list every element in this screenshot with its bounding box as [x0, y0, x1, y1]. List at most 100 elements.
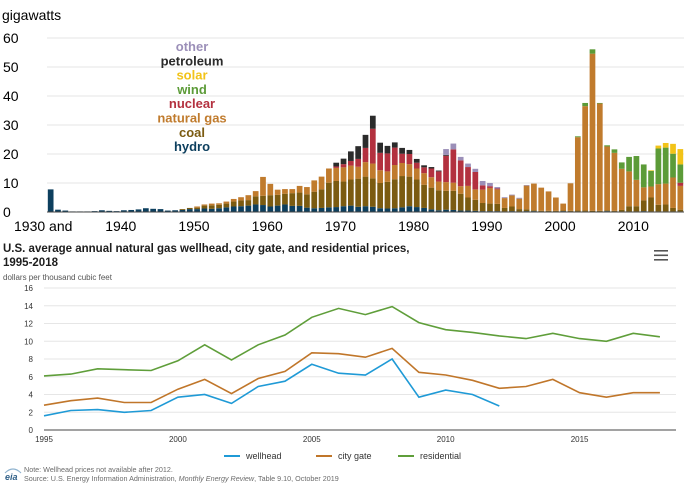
bar-coal-2000: [560, 210, 567, 212]
bar-other-1987: [465, 163, 471, 168]
series-line-residential: [43, 305, 661, 377]
bar-coal-2004: [589, 210, 596, 212]
bar-coal-1989: [479, 203, 486, 212]
bar-hydro-1975: [377, 208, 383, 212]
bar-natural-gas-1988: [472, 189, 479, 200]
bar-natural-gas-1994: [516, 198, 523, 210]
bar-hydro-1959: [260, 205, 266, 212]
bar-coal-1993: [509, 206, 515, 212]
bar-nuclear-1972: [355, 158, 362, 167]
bar-hydro-1968: [326, 207, 332, 212]
y-tick-label: 4: [29, 391, 34, 400]
bar-nuclear-1991: [494, 188, 501, 190]
capacity-bar-chart: 0 10 20 30 40 50 60 1930 and 1940 1950 1960 1970 198…: [2, 7, 684, 234]
bar-natural-gas-1971: [348, 165, 354, 180]
bar-natural-gas-1968: [326, 168, 332, 183]
bar-natural-gas-1954: [223, 201, 230, 204]
x-tick-label: 2010: [618, 218, 649, 234]
bar-hydro-1971: [348, 205, 354, 212]
bar-coal-1954: [223, 203, 230, 208]
bar-coal-1960: [267, 195, 274, 207]
bar-hydro-1985: [450, 209, 457, 212]
bar-natural-gas-2004: [589, 53, 596, 211]
bar-natural-gas-1997: [538, 187, 545, 211]
svg-text:eia: eia: [5, 472, 18, 482]
bar-natural-gas-1972: [355, 166, 362, 179]
bar-natural-gas-1993: [509, 195, 515, 207]
bar-coal-2015: [670, 207, 676, 212]
bar-coal-1969: [333, 180, 340, 208]
bar-coal-1976: [384, 181, 391, 209]
bar-natural-gas-1983: [435, 181, 442, 191]
bar-petroleum-1984: [443, 154, 449, 156]
bar-natural-gas-2010: [633, 179, 640, 207]
bar-hydro-1958: [252, 204, 259, 212]
bar-coal-1981: [421, 184, 427, 208]
x-tick-label: 1960: [252, 218, 283, 234]
bar-petroleum-1975: [377, 142, 383, 153]
bar-coal-1999: [553, 210, 559, 212]
bar-coal-1977: [391, 179, 398, 209]
bar-wind-2006: [604, 145, 610, 147]
bar-natural-gas-2000: [560, 203, 567, 211]
bar-coal-1986: [457, 193, 464, 211]
bar-natural-gas-1998: [545, 191, 552, 211]
bar-coal-1972: [355, 178, 362, 207]
bar-hydro-1967: [318, 207, 325, 212]
bar-natural-gas-1961: [274, 189, 281, 195]
bar-coal-2008: [618, 209, 625, 212]
bar-coal-2003: [582, 210, 589, 212]
bar-wind-2002: [574, 136, 581, 138]
bar-hydro-1946: [164, 210, 171, 212]
bar-hydro-1949: [186, 209, 193, 212]
bar-natural-gas-2006: [604, 146, 610, 211]
bar-nuclear-1988: [472, 171, 479, 190]
bar-coal-1964: [296, 192, 303, 206]
bar-natural-gas-1956: [238, 197, 244, 201]
bar-hydro-1948: [179, 209, 186, 212]
bar-natural-gas-1995: [523, 185, 530, 210]
bar-wind-2012: [648, 170, 654, 187]
bar-hydro-1964: [296, 205, 303, 212]
bar-natural-gas-2003: [582, 106, 589, 211]
bar-nuclear-1989: [479, 185, 486, 190]
y-axis-label: gigawatts: [2, 7, 61, 23]
price-line-chart: U.S. average annual natural gas wellhead…: [3, 243, 676, 461]
bar-coal-1958: [252, 196, 259, 205]
bar-hydro-1983: [435, 210, 442, 212]
bar-coal-1961: [274, 194, 281, 206]
bar-natural-gas-1955: [230, 198, 237, 202]
bar-coal-1974: [369, 178, 376, 207]
x-tick-label: 2010: [437, 435, 455, 444]
hamburger-menu-icon[interactable]: [652, 248, 670, 264]
legend-other: other: [176, 39, 209, 54]
bar-coal-1953: [216, 204, 222, 209]
bar-wind-2003: [582, 102, 589, 107]
x-tick-label: 2005: [303, 435, 321, 444]
bar-petroleum-1974: [369, 115, 376, 129]
bar-hydro-1980: [413, 207, 420, 212]
bar-nuclear-1990: [487, 186, 493, 188]
bar-hydro-1947: [172, 210, 178, 212]
bar-hydro-1941: [128, 209, 135, 212]
bar-other-1990: [487, 183, 493, 187]
bar-petroleum-1980: [413, 158, 420, 163]
bar-natural-gas-1964: [296, 185, 303, 193]
bar-solar-2012: [648, 170, 654, 171]
bar-hydro-1938: [106, 210, 113, 212]
bar-coal-1978: [399, 176, 405, 208]
bar-other-1993: [509, 194, 515, 196]
bar-petroleum-1978: [399, 147, 405, 154]
bar-wind-2009: [626, 156, 632, 172]
bar-hydro-1945: [157, 209, 164, 212]
bar-other-1986: [457, 156, 464, 161]
x-tick-label: 2015: [571, 435, 589, 444]
legend-petroleum: petroleum: [161, 53, 224, 68]
bar-hydro-1984: [443, 209, 449, 212]
y-tick-label: 10: [3, 175, 19, 191]
bar-natural-gas-2013: [655, 184, 662, 205]
legend-coal: coal: [179, 125, 205, 140]
bar-coal-1968: [326, 182, 332, 208]
bar-coal-2009: [626, 206, 632, 212]
bar-hydro-1955: [230, 206, 237, 212]
